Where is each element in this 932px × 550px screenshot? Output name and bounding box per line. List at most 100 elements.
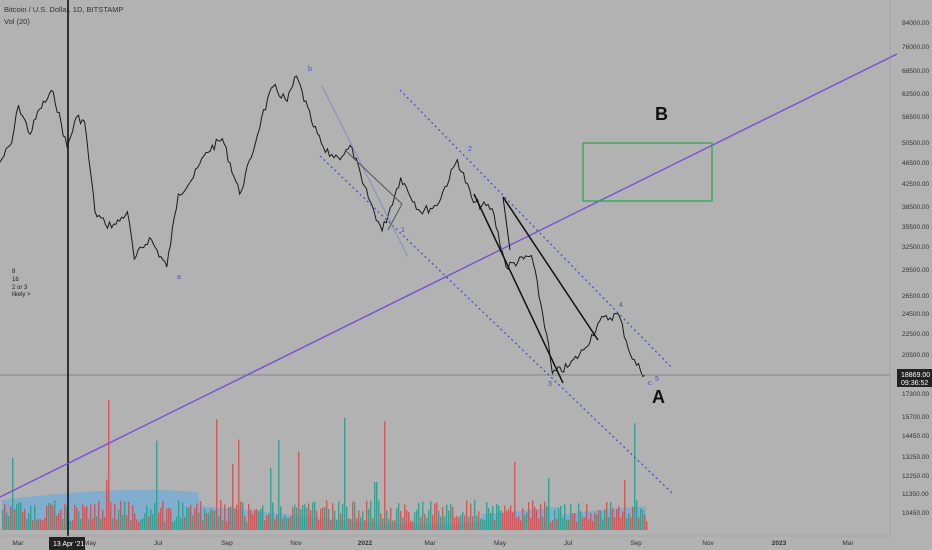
- volume-bar: [186, 507, 188, 530]
- volume-bar: [406, 510, 408, 530]
- volume-bar: [418, 502, 420, 530]
- price-tick-label: 35500.00: [902, 224, 929, 231]
- wedge-line-inner-b[interactable]: [387, 203, 403, 231]
- volume-bar: [600, 510, 602, 530]
- volume-bar: [622, 511, 624, 530]
- wave-label-a: a: [177, 274, 181, 281]
- volume-bar: [180, 517, 182, 530]
- cursor-date-box: [49, 537, 85, 550]
- volume-bar: [420, 517, 422, 530]
- volume-bar: [582, 517, 584, 530]
- volume-bar: [286, 517, 288, 530]
- time-axis[interactable]: Mar May Jul Sep Nov 2022 Mar May Jul Sep Nov 2023 Ma…: [12, 540, 854, 547]
- volume-bar: [232, 463, 234, 530]
- volume-bar: [14, 508, 16, 530]
- volume-bar: [44, 517, 46, 530]
- triangle-line-left[interactable]: [473, 193, 564, 384]
- volume-bar: [100, 518, 102, 530]
- price-tick-label: 20500.00: [902, 352, 929, 359]
- price-axis[interactable]: 84000.00 76000.00 68500.00 62500.00 56500.00…: [902, 20, 929, 517]
- volume-bar: [56, 515, 58, 530]
- volume-bar: [362, 511, 364, 530]
- volume-bar: [466, 500, 468, 530]
- volume-bar: [178, 500, 180, 530]
- volume-bar: [386, 510, 388, 530]
- volume-bar: [78, 511, 80, 530]
- volume-bar: [510, 505, 512, 530]
- volume-bar: [166, 508, 168, 530]
- volume-bar: [438, 510, 440, 530]
- time-tick-label: Mar: [12, 540, 24, 547]
- triangle-line-right[interactable]: [502, 196, 599, 341]
- volume-bar: [170, 508, 172, 530]
- volume-bar: [162, 501, 164, 530]
- volume-bar: [576, 521, 578, 530]
- volume-bar: [40, 519, 42, 530]
- volume-bar: [532, 500, 534, 530]
- volume-bar: [228, 507, 230, 530]
- volume-bar: [598, 510, 600, 530]
- volume-bar: [522, 507, 524, 530]
- triangle-line-mid[interactable]: [502, 196, 511, 251]
- volume-bar: [266, 515, 268, 530]
- volume-bar: [26, 518, 28, 530]
- volume-bar: [460, 515, 462, 530]
- volume-bar: [272, 502, 274, 530]
- volume-bar: [236, 504, 238, 530]
- target-box[interactable]: [582, 142, 713, 202]
- volume-bar: [16, 504, 18, 530]
- volume-bar: [540, 503, 542, 530]
- volume-bar: [184, 516, 186, 530]
- volume-bar: [536, 509, 538, 530]
- volume-bar: [364, 520, 366, 530]
- wedge-line-outer[interactable]: [321, 85, 409, 258]
- volume-bar: [168, 507, 170, 530]
- wave-label-2: 2: [468, 146, 472, 153]
- volume-bar: [74, 504, 76, 530]
- volume-bar: [328, 508, 330, 530]
- volume-bar: [222, 520, 224, 530]
- volume-bar: [464, 515, 466, 530]
- volume-bar: [632, 506, 634, 530]
- volume-bar: [638, 517, 640, 530]
- volume-bar: [250, 509, 252, 530]
- price-tick-label: 15700.00: [902, 414, 929, 421]
- volume-bar: [276, 514, 278, 530]
- time-tick-label: 2023: [772, 540, 787, 547]
- channel-lower-line[interactable]: [319, 155, 673, 494]
- volume-bar: [244, 516, 246, 530]
- volume-bar: [242, 502, 244, 530]
- time-tick-label: Mar: [424, 540, 436, 547]
- long-trendline[interactable]: [0, 53, 898, 498]
- volume-bar: [252, 514, 254, 530]
- volume-bar: [470, 503, 472, 530]
- volume-bar: [502, 513, 504, 530]
- volume-bar: [106, 479, 108, 530]
- volume-bar: [88, 519, 90, 530]
- volume-bar: [630, 517, 632, 530]
- volume-bar: [636, 500, 638, 530]
- volume-bar: [334, 510, 336, 530]
- volume-bar: [568, 519, 570, 530]
- volume-bar: [138, 521, 140, 530]
- time-tick-label: May: [84, 540, 97, 547]
- volume-bar: [130, 520, 132, 530]
- volume-bar: [616, 509, 618, 530]
- volume-bar: [538, 518, 540, 530]
- volume-bar: [442, 507, 444, 530]
- volume-bar: [140, 519, 142, 530]
- volume-bar: [154, 502, 156, 530]
- volume-bar: [428, 509, 430, 530]
- volume-bar: [422, 501, 424, 530]
- volume-bar: [550, 521, 552, 530]
- volume-bar: [566, 519, 568, 530]
- volume-bar: [234, 508, 236, 530]
- volume-bar: [518, 516, 520, 530]
- volume-bar: [564, 504, 566, 530]
- wedge-line-inner[interactable]: [344, 149, 403, 205]
- time-tick-label: Jul: [564, 540, 573, 547]
- volume-bar: [608, 517, 610, 530]
- volume-bar: [614, 517, 616, 530]
